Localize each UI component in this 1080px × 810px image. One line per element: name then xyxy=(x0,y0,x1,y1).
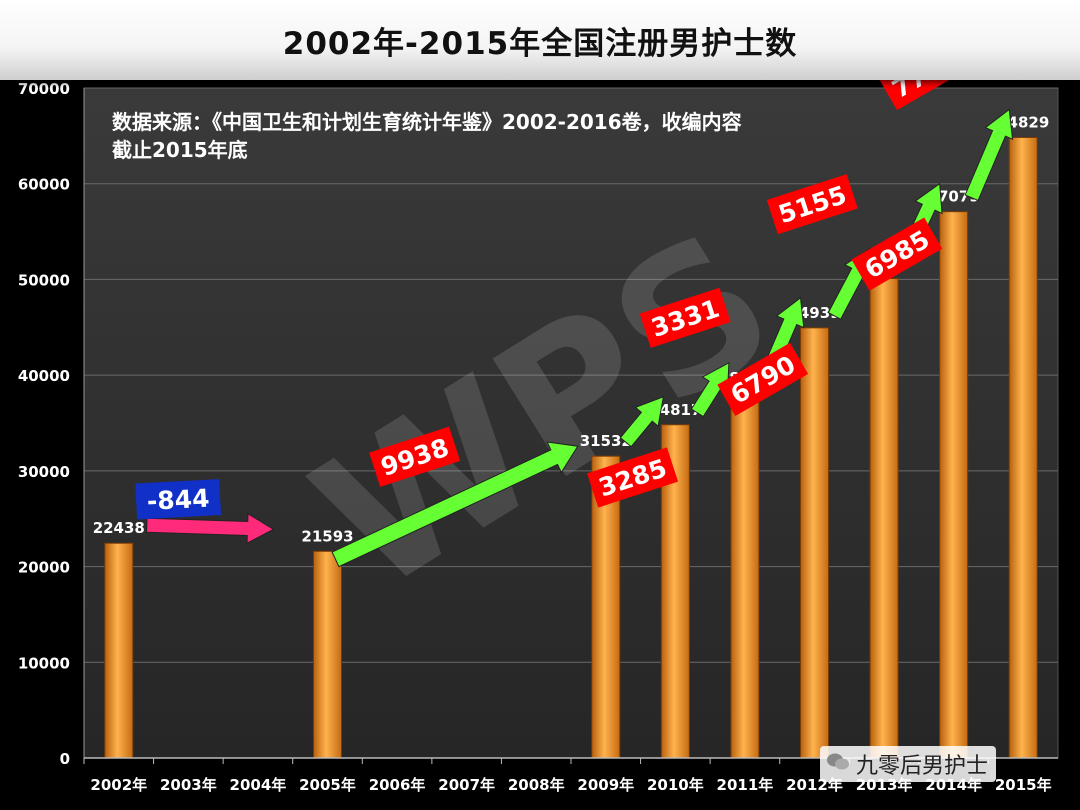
change-arrow xyxy=(146,512,275,545)
change-arrow xyxy=(331,441,579,568)
y-tick-label: 40000 xyxy=(18,367,70,385)
x-tick-label: 2015年 xyxy=(995,776,1052,794)
y-tick-label: 20000 xyxy=(18,559,70,577)
change-arrow xyxy=(619,395,665,448)
change-arrow xyxy=(964,108,1014,202)
change-label-bg xyxy=(135,479,222,520)
x-tick-label: 2003年 xyxy=(160,776,217,794)
x-tick-label: 2011年 xyxy=(717,776,774,794)
change-arrow-shape xyxy=(690,362,730,418)
change-label-bg xyxy=(717,342,809,416)
y-tick-label: 10000 xyxy=(18,654,70,672)
source-note-line1: 数据来源：《中国卫生和计划生育统计年鉴》2002-2016卷，收编内容 xyxy=(112,110,742,134)
change-label-bg xyxy=(851,217,943,291)
y-axis: 0 10000 20000 30000 40000 50000 60000 70000 xyxy=(18,80,85,768)
bar xyxy=(869,278,899,759)
y-tick-label: 70000 xyxy=(18,80,70,98)
bar xyxy=(104,542,134,759)
x-tick-label: 2002年 xyxy=(90,776,147,794)
change-arrow xyxy=(690,362,730,418)
x-tick-label: 2005年 xyxy=(299,776,356,794)
y-tick-label: 0 xyxy=(60,750,70,768)
change-arrow-shape xyxy=(146,512,275,545)
change-label-bg xyxy=(587,447,679,508)
change-arrow-shape xyxy=(964,108,1014,202)
x-tick-label: 2007年 xyxy=(438,776,495,794)
bar xyxy=(313,550,342,759)
bar xyxy=(1008,136,1038,759)
bar xyxy=(939,211,969,759)
x-tick-label: 2010年 xyxy=(647,776,704,794)
change-label-bg xyxy=(639,287,731,348)
source-note: 数据来源：《中国卫生和计划生育统计年鉴》2002-2016卷，收编内容 截止20… xyxy=(112,108,872,164)
source-note-line2: 截止2015年底 xyxy=(112,138,248,162)
bar-value-label: 31532 xyxy=(580,432,632,450)
y-tick-label: 60000 xyxy=(18,176,70,194)
bar-value-label: 22438 xyxy=(93,519,145,537)
wechat-icon xyxy=(827,753,849,770)
change-label-box: -844 xyxy=(135,479,222,520)
change-label: -844 xyxy=(146,484,210,516)
y-tick-label: 50000 xyxy=(18,271,70,289)
change-label-bg xyxy=(369,426,461,487)
bar xyxy=(800,327,829,759)
change-arrow-shape xyxy=(331,441,579,568)
y-tick-label: 30000 xyxy=(18,463,70,481)
x-tick-label: 2008年 xyxy=(508,776,565,794)
change-label-bg xyxy=(766,174,858,235)
change-arrow-shape xyxy=(619,395,665,448)
title-banner: 2002年-2015年全国注册男护士数 xyxy=(0,0,1080,80)
bar-value-label: 21593 xyxy=(301,527,353,545)
x-tick-label: 2009年 xyxy=(577,776,634,794)
x-tick-label: 2006年 xyxy=(369,776,426,794)
x-tick-label: 2004年 xyxy=(230,776,287,794)
watermark-text: 九零后男护士 xyxy=(856,754,989,779)
wechat-watermark: 九零后男护士 xyxy=(820,746,997,782)
bar xyxy=(730,392,760,759)
page-title: 2002年-2015年全国注册男护士数 xyxy=(282,26,798,62)
